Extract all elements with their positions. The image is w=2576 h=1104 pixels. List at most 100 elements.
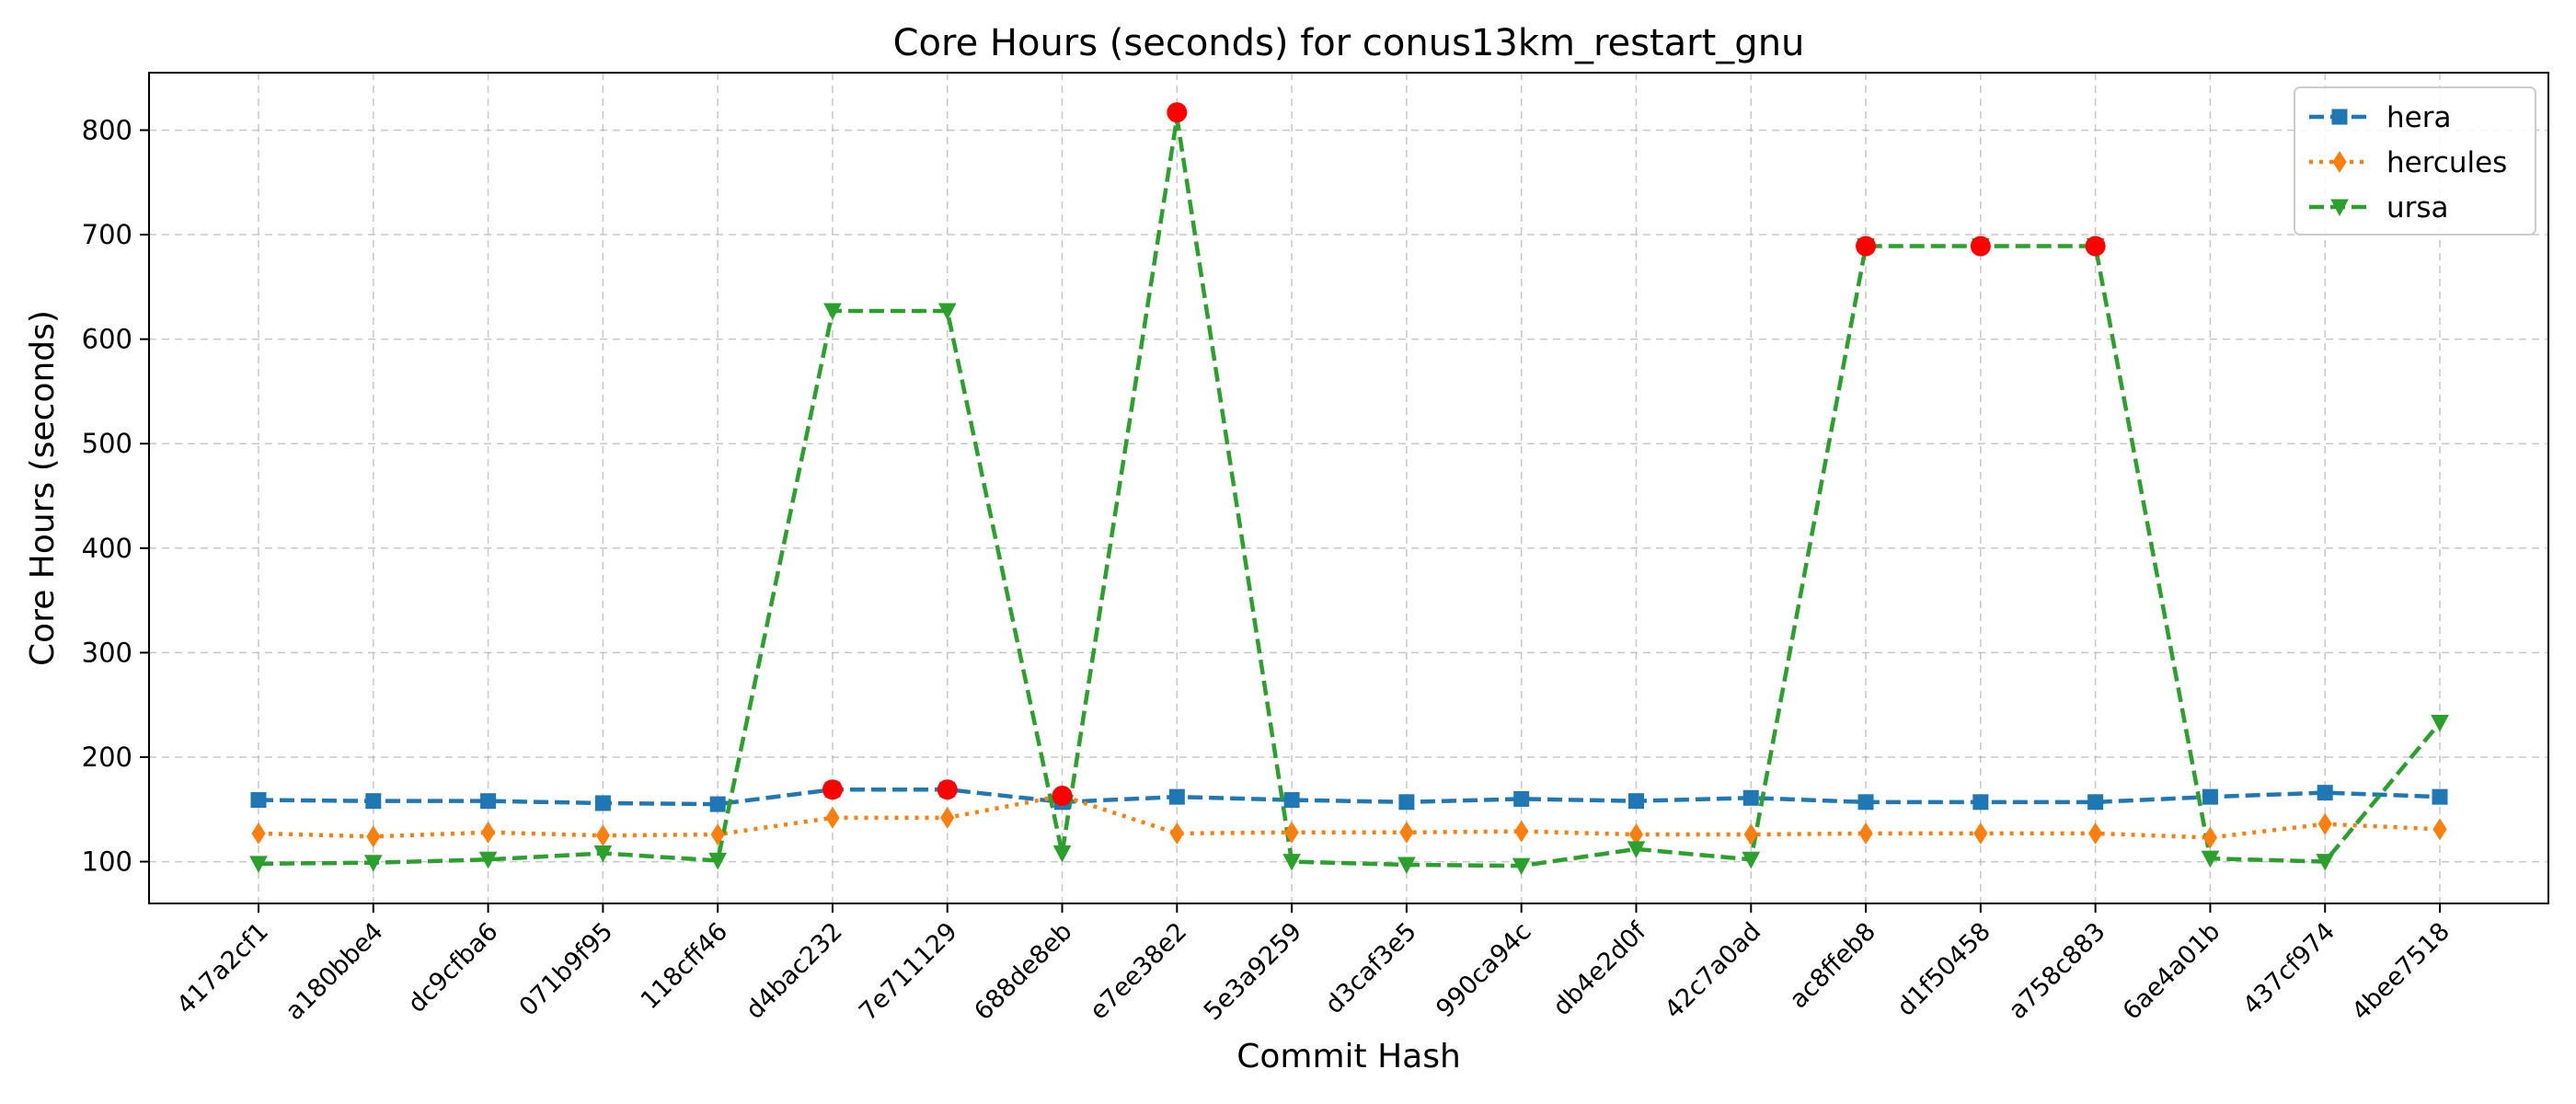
data-point-hercules bbox=[480, 821, 496, 844]
data-point-hera bbox=[480, 793, 497, 810]
highlight-point bbox=[1052, 786, 1073, 807]
data-point-hera bbox=[1972, 794, 1989, 811]
legend-label-hercules: hercules bbox=[2386, 146, 2507, 179]
x-tick-label: 42c7a0ad bbox=[1660, 917, 1767, 1025]
legend: hera hercules ursa bbox=[2294, 86, 2536, 236]
legend-marker-ursa bbox=[2330, 199, 2349, 217]
y-tick-label: 100 bbox=[82, 846, 132, 878]
data-point-hera bbox=[1627, 793, 1644, 810]
data-point-ursa bbox=[249, 856, 268, 873]
data-point-hera bbox=[1398, 794, 1415, 811]
data-point-hera bbox=[709, 796, 726, 812]
highlight-point bbox=[1167, 102, 1188, 123]
x-tick-label: d1f50458 bbox=[1892, 917, 1996, 1022]
data-point-hercules bbox=[1284, 821, 1299, 844]
x-tick-label: ac8ffeb8 bbox=[1785, 917, 1881, 1014]
highlight-points bbox=[822, 102, 2106, 807]
data-point-hera bbox=[1857, 794, 1874, 811]
x-tick-label: 4bee7518 bbox=[2347, 917, 2455, 1026]
x-tick-label: 118cff46 bbox=[636, 917, 733, 1015]
data-point-hercules bbox=[825, 806, 840, 829]
y-tick-label: 800 bbox=[82, 114, 132, 145]
legend-marker-hera bbox=[2331, 109, 2348, 125]
data-point-hercules bbox=[2317, 812, 2332, 835]
data-point-hercules bbox=[2432, 818, 2447, 841]
highlight-point bbox=[1970, 236, 1991, 257]
y-tick-label: 600 bbox=[82, 324, 132, 355]
data-point-hercules bbox=[366, 825, 381, 848]
x-tick-label: 7e711129 bbox=[854, 917, 963, 1027]
plot-frame bbox=[148, 72, 2549, 904]
data-point-ursa bbox=[593, 845, 613, 863]
x-tick-label: 6ae4a01b bbox=[2118, 917, 2226, 1026]
y-tick-label: 500 bbox=[82, 428, 132, 459]
data-point-hera bbox=[2317, 785, 2333, 801]
series-lines bbox=[258, 115, 2442, 868]
data-point-ursa bbox=[1512, 857, 1531, 876]
data-point-hercules bbox=[710, 823, 725, 845]
data-point-hercules bbox=[1399, 821, 1414, 844]
legend-label-hera: hera bbox=[2386, 101, 2451, 134]
x-tick-label: 688de8eb bbox=[969, 917, 1077, 1026]
x-tick-label: dc9cfba6 bbox=[403, 917, 504, 1018]
grid-lines bbox=[149, 73, 2548, 903]
data-point-ursa bbox=[2431, 714, 2449, 732]
x-tick-label: db4e2d0f bbox=[1547, 916, 1652, 1021]
legend-label-ursa: ursa bbox=[2386, 191, 2449, 224]
data-point-hera bbox=[1742, 789, 1759, 806]
data-point-hercules bbox=[940, 806, 955, 829]
data-point-hera bbox=[2087, 794, 2104, 811]
data-point-ursa bbox=[1282, 854, 1301, 871]
data-point-ursa bbox=[1397, 857, 1416, 875]
x-tick-label: 990ca94c bbox=[1431, 917, 1536, 1023]
x-tick-label: a180bbe4 bbox=[281, 917, 389, 1026]
series-line-hera bbox=[258, 787, 2441, 807]
data-point-hera bbox=[1283, 792, 1300, 809]
highlight-point bbox=[822, 779, 843, 800]
highlight-point bbox=[2085, 236, 2106, 257]
data-point-ursa bbox=[937, 303, 957, 321]
data-point-hercules bbox=[2202, 826, 2218, 849]
x-axis-label: Commit Hash bbox=[1236, 1038, 1461, 1075]
y-tick-label: 300 bbox=[82, 637, 132, 668]
data-point-hera bbox=[2432, 788, 2448, 805]
data-point-hera bbox=[250, 792, 267, 809]
data-point-hera bbox=[2202, 788, 2218, 805]
y-axis-label: Core Hours (seconds) bbox=[24, 310, 62, 666]
data-point-ursa bbox=[2316, 854, 2335, 871]
data-point-hera bbox=[1168, 788, 1185, 805]
x-tick-label: d3caf3e5 bbox=[1320, 917, 1422, 1019]
x-tick-label: 5e3a9259 bbox=[1199, 917, 1307, 1026]
x-tick-label: 417a2cf1 bbox=[171, 917, 274, 1020]
y-tick-label: 700 bbox=[82, 219, 132, 250]
data-point-ursa bbox=[1742, 851, 1761, 869]
highlight-point bbox=[1856, 236, 1877, 257]
data-point-ursa bbox=[823, 303, 842, 321]
data-point-hercules bbox=[1514, 820, 1529, 843]
data-point-ursa bbox=[363, 855, 383, 872]
data-point-hercules bbox=[1858, 822, 1873, 845]
data-point-hercules bbox=[2088, 822, 2103, 845]
data-point-ursa bbox=[1052, 845, 1072, 863]
data-point-hera bbox=[594, 795, 611, 811]
x-tick-label: d4bac232 bbox=[741, 917, 848, 1025]
data-point-hercules bbox=[1169, 822, 1184, 845]
y-axis: 100 200 300 400 500 600 700 800 bbox=[82, 114, 149, 878]
series-markers bbox=[249, 109, 2449, 876]
y-tick-label: 400 bbox=[82, 533, 132, 564]
data-point-ursa bbox=[478, 851, 498, 869]
data-point-ursa bbox=[1627, 841, 1646, 859]
x-tick-label: 437cf974 bbox=[2237, 917, 2340, 1020]
series-line-ursa bbox=[258, 115, 2442, 868]
x-tick-label: e7ee38e2 bbox=[1085, 917, 1193, 1026]
data-point-hercules bbox=[595, 824, 610, 847]
x-tick-label: 071b9f95 bbox=[514, 917, 619, 1022]
legend-marker-hercules bbox=[2332, 151, 2347, 173]
data-point-hercules bbox=[1973, 822, 1988, 845]
x-axis: 417a2cf1 a180bbe4 dc9cfba6 071b9f95 118cff46… bbox=[171, 903, 2455, 1027]
data-point-ursa bbox=[2201, 850, 2220, 868]
chart-title: Core Hours (seconds) for conus13km_resta… bbox=[893, 22, 1805, 64]
data-point-hera bbox=[365, 793, 382, 810]
data-point-hercules bbox=[1743, 823, 1758, 845]
